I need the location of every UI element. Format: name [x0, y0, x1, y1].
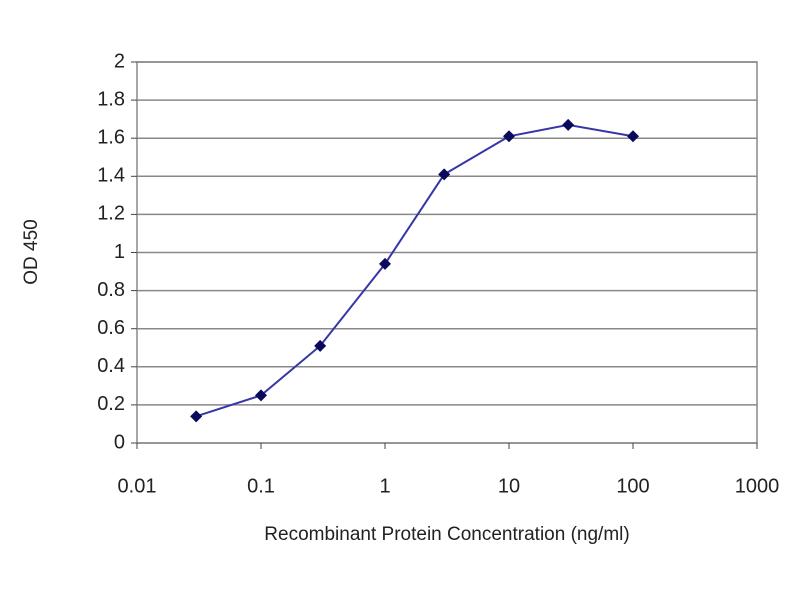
y-tick-label: 0.4 [97, 355, 125, 377]
x-tick-label: 100 [616, 475, 649, 497]
y-tick-label: 0.2 [97, 393, 125, 415]
data-point [255, 389, 267, 402]
data-point [314, 339, 327, 352]
y-tick-label: 0 [114, 431, 125, 453]
data-point [562, 118, 575, 131]
x-tick-label: 0.01 [118, 475, 157, 497]
y-tick-label: 1.4 [97, 165, 125, 187]
data-point [190, 410, 203, 423]
x-axis-label: Recombinant Protein Concentration (ng/ml… [264, 524, 629, 545]
y-tick-label: 1 [114, 241, 125, 263]
y-axis-label: OD 450 [21, 219, 42, 284]
y-tick-label: 1.8 [97, 88, 125, 110]
data-point [503, 130, 515, 143]
y-tick-label: 1.6 [97, 126, 125, 148]
data-point [379, 257, 391, 270]
x-tick-label: 10 [498, 475, 520, 497]
x-tick-label: 1 [379, 475, 390, 497]
x-tick-label: 0.1 [247, 475, 275, 497]
y-tick-label: 0.8 [97, 279, 125, 301]
data-line [195, 123, 634, 418]
y-tick-label: 0.6 [97, 317, 125, 339]
x-tick-label: 1000 [735, 475, 780, 497]
data-point [627, 130, 639, 143]
y-tick-label: 2 [114, 50, 125, 72]
y-tick-label: 1.2 [97, 203, 125, 225]
data-point [438, 168, 451, 181]
